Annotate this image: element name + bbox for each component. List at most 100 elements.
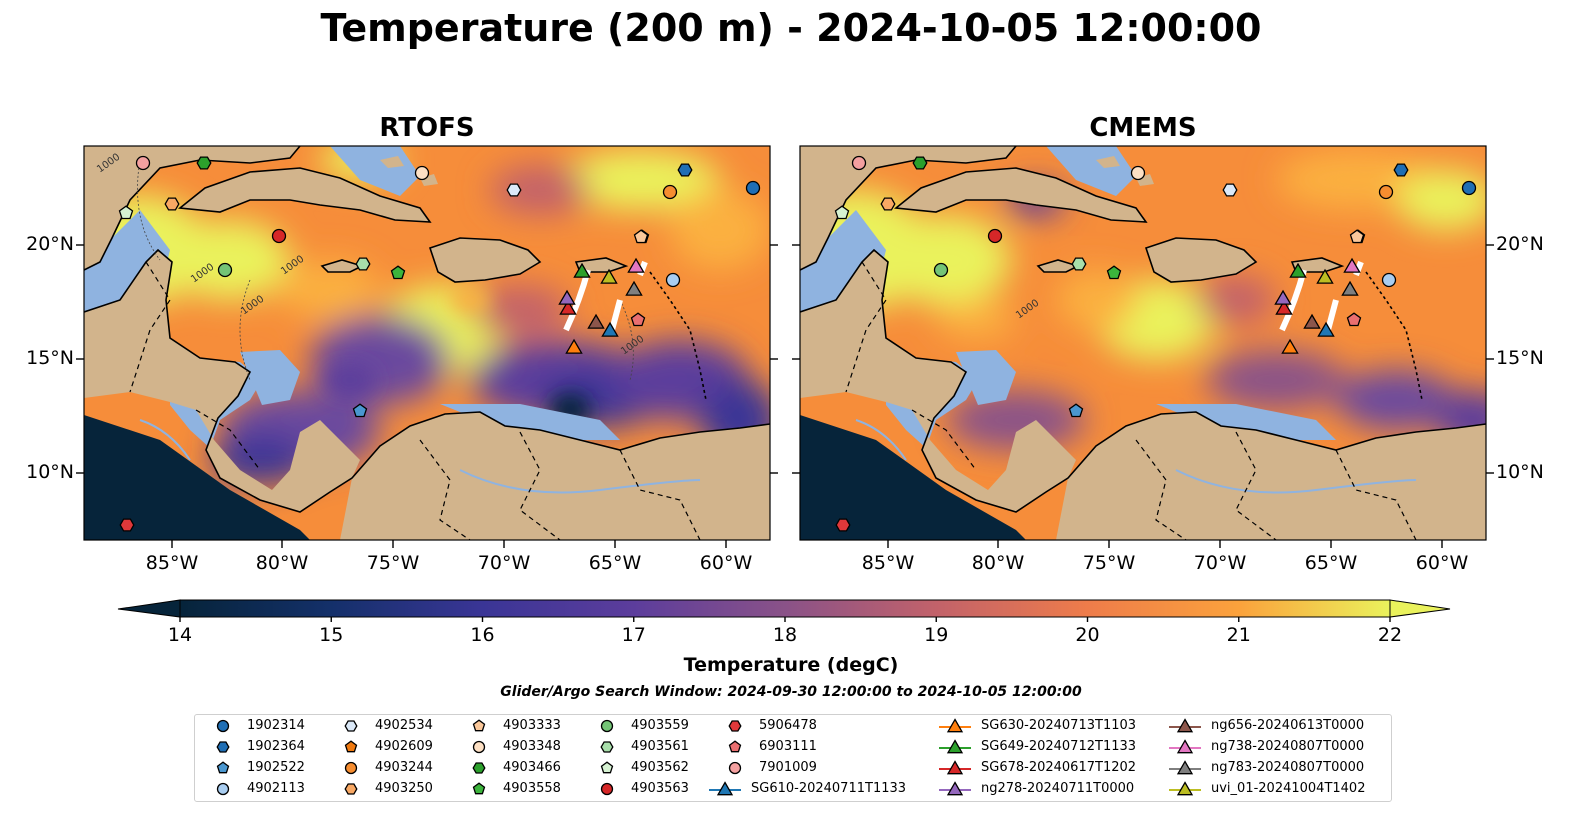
station-marker-SG678-20240617T1202 xyxy=(559,299,577,315)
legend-marker xyxy=(600,782,614,796)
legend-marker xyxy=(1169,718,1201,733)
station-marker-4903333 xyxy=(1349,229,1365,244)
legend-marker xyxy=(344,783,358,795)
legend-label: 4902609 xyxy=(375,739,433,754)
colorbar xyxy=(117,599,1451,618)
station-marker-uvi_01-20241004T1402 xyxy=(1316,268,1334,284)
legend-marker xyxy=(939,781,971,796)
page-title: Temperature (200 m) - 2024-10-05 12:00:0… xyxy=(320,6,1262,50)
legend-label: 6903111 xyxy=(759,739,817,754)
station-marker-ng783-20240807T0000 xyxy=(625,280,643,296)
station-marker-ng278-20240711T0000 xyxy=(1274,289,1292,305)
y-tick-label: 20°N xyxy=(26,233,74,255)
y-tick-label: 15°N xyxy=(1496,347,1544,369)
legend-label: 4902534 xyxy=(375,718,433,733)
station-marker-ng738-20240807T0000 xyxy=(627,257,645,273)
station-marker-4903559 xyxy=(933,262,949,278)
station-marker-SG630-20240713T1103 xyxy=(1281,338,1299,354)
legend-marker xyxy=(472,719,486,732)
station-marker-4903244 xyxy=(1378,184,1394,200)
legend-marker xyxy=(472,762,486,774)
x-tick-label: 65°W xyxy=(1304,552,1358,574)
legend-label: ng783-20240807T0000 xyxy=(1211,760,1365,775)
x-tick-label: 85°W xyxy=(145,552,199,574)
x-tick-label: 60°W xyxy=(1415,552,1469,574)
legend-label: 1902314 xyxy=(247,718,305,733)
colorbar-tick-label: 17 xyxy=(621,624,646,646)
station-marker-1902364 xyxy=(677,163,693,177)
colorbar-tick-label: 15 xyxy=(319,624,344,646)
station-marker-1902522 xyxy=(352,403,368,418)
legend-marker xyxy=(472,782,486,795)
colorbar-label: Temperature (degC) xyxy=(683,654,899,676)
legend-label: 1902364 xyxy=(247,739,305,754)
y-tick-label: 15°N xyxy=(26,347,74,369)
station-marker-ng738-20240807T0000 xyxy=(1343,257,1361,273)
station-marker-SG678-20240617T1202 xyxy=(1275,299,1293,315)
station-marker-4902113 xyxy=(665,272,681,288)
legend-marker xyxy=(216,782,230,796)
colorbar-tick-label: 21 xyxy=(1226,624,1251,646)
legend-label: uvi_01-20241004T1402 xyxy=(1211,781,1366,796)
station-marker-4903244 xyxy=(662,184,678,200)
y-tick-label: 10°N xyxy=(26,461,74,483)
legend-marker xyxy=(1169,760,1201,775)
legend-marker xyxy=(939,760,971,775)
legend-label: ng278-20240711T0000 xyxy=(981,781,1135,796)
station-marker-ng783-20240807T0000 xyxy=(1341,280,1359,296)
station-marker-4903562 xyxy=(834,205,850,220)
station-marker-4903348 xyxy=(1130,165,1146,181)
legend-label: 7901009 xyxy=(759,760,817,775)
legend-marker xyxy=(472,740,486,754)
station-marker-4903250 xyxy=(880,197,896,211)
station-marker-5906478 xyxy=(119,518,135,532)
station-marker-SG649-20240712T1133 xyxy=(1289,262,1307,278)
station-marker-4903348 xyxy=(414,165,430,181)
station-marker-uvi_01-20241004T1402 xyxy=(600,268,618,284)
panel-title-cmems: CMEMS xyxy=(1089,113,1197,143)
legend-label: 1902522 xyxy=(247,760,305,775)
panel-title-rtofs: RTOFS xyxy=(379,113,475,143)
legend-marker xyxy=(216,719,230,733)
station-marker-4903559 xyxy=(217,262,233,278)
legend-label: 4903559 xyxy=(631,718,689,733)
station-marker-SG610-20240711T1133 xyxy=(1317,321,1335,337)
colorbar-tick-label: 20 xyxy=(1075,624,1100,646)
legend-label: 4903562 xyxy=(631,760,689,775)
x-tick-label: 65°W xyxy=(588,552,642,574)
station-marker-SG610-20240711T1133 xyxy=(601,321,619,337)
station-marker-4903558 xyxy=(390,265,406,280)
legend-marker xyxy=(600,719,614,733)
legend-label: SG678-20240617T1202 xyxy=(981,760,1137,775)
station-marker-SG630-20240713T1103 xyxy=(565,338,583,354)
colorbar-tick-label: 16 xyxy=(470,624,495,646)
legend-marker xyxy=(728,761,742,775)
legend-label: SG649-20240712T1133 xyxy=(981,739,1137,754)
legend-label: 4903558 xyxy=(503,781,561,796)
station-marker-7901009 xyxy=(135,155,151,171)
legend-label: 4903466 xyxy=(503,760,561,775)
station-marker-6903111 xyxy=(1346,312,1362,327)
x-tick-label: 60°W xyxy=(699,552,753,574)
legend-label: 4902113 xyxy=(247,781,305,796)
colorbar-tick-label: 14 xyxy=(167,624,193,646)
station-marker-SG649-20240712T1133 xyxy=(573,262,591,278)
station-marker-4903562 xyxy=(118,205,134,220)
station-marker-7901009 xyxy=(851,155,867,171)
colorbar-tick-label: 19 xyxy=(924,624,949,646)
x-tick-label: 85°W xyxy=(861,552,915,574)
legend-marker xyxy=(344,740,358,753)
legend-label: ng738-20240807T0000 xyxy=(1211,739,1365,754)
station-marker-4903561 xyxy=(355,257,371,271)
station-marker-1902522 xyxy=(1068,403,1084,418)
station-marker-4902534 xyxy=(506,183,522,197)
station-marker-1902364 xyxy=(1393,163,1409,177)
legend: 1902314 1902364 1902522 4902113 4902534 49026… xyxy=(194,714,1392,802)
station-marker-4902113 xyxy=(1381,272,1397,288)
station-marker-1902314 xyxy=(745,180,761,196)
station-marker-4903466 xyxy=(196,156,212,170)
station-marker-5906478 xyxy=(835,518,851,532)
x-tick-label: 70°W xyxy=(1193,552,1247,574)
x-tick-label: 70°W xyxy=(477,552,531,574)
legend-marker xyxy=(216,761,230,774)
